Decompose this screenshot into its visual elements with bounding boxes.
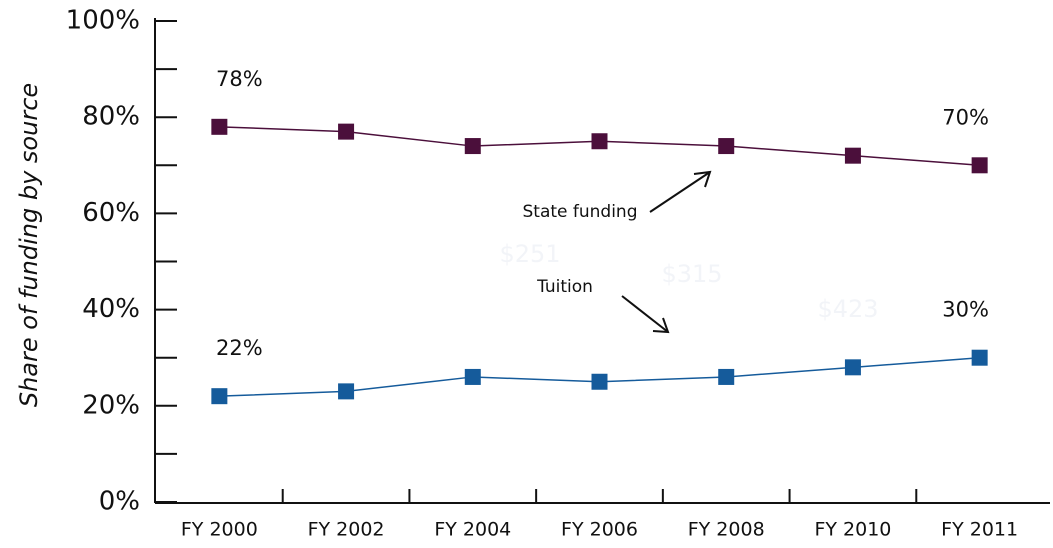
series-annotation: Tuition: [536, 277, 593, 297]
point-marker: [591, 133, 608, 150]
annotation-arrow: [621, 295, 669, 333]
point-marker: [844, 359, 861, 376]
y-tick-label: 40%: [82, 294, 140, 324]
value-label: 22%: [216, 336, 263, 360]
y-tick-label: 100%: [66, 6, 140, 36]
point-marker: [718, 368, 735, 385]
x-tick-label: FY 2004: [434, 519, 511, 541]
value-label: 30%: [942, 298, 989, 322]
value-label: 78%: [216, 67, 263, 91]
y-tick-label: 0%: [99, 487, 140, 517]
point-marker: [844, 147, 861, 164]
watermark-text: $315: [661, 260, 722, 288]
watermark-text: $251: [499, 240, 560, 268]
point-marker: [211, 118, 228, 135]
x-tick-label: FY 2010: [814, 519, 891, 541]
point-marker: [338, 383, 355, 400]
y-axis-label: Share of funding by source: [15, 83, 43, 407]
watermark-text: $423: [817, 295, 878, 323]
y-tick-label: 60%: [82, 198, 140, 228]
annotation-arrowhead: [652, 317, 670, 334]
x-tick-label: FY 2006: [561, 519, 638, 541]
point-marker: [971, 157, 988, 174]
x-tick-label: FY 2008: [688, 519, 765, 541]
point-marker: [464, 138, 481, 155]
x-tick-label: FY 2011: [941, 519, 1018, 541]
point-marker: [338, 123, 355, 140]
y-tick-label: 20%: [82, 390, 140, 420]
x-tick-label: FY 2002: [308, 519, 385, 541]
point-marker: [211, 388, 228, 405]
y-tick-label: 80%: [82, 102, 140, 132]
point-marker: [718, 138, 735, 155]
x-tick-label: FY 2000: [181, 519, 258, 541]
annotation-arrow: [649, 171, 711, 213]
series-annotation: State funding: [522, 202, 637, 222]
annotation-arrowhead: [693, 170, 712, 188]
value-label: 70%: [942, 105, 989, 129]
point-marker: [971, 349, 988, 366]
point-marker: [591, 373, 608, 390]
point-marker: [464, 368, 481, 385]
